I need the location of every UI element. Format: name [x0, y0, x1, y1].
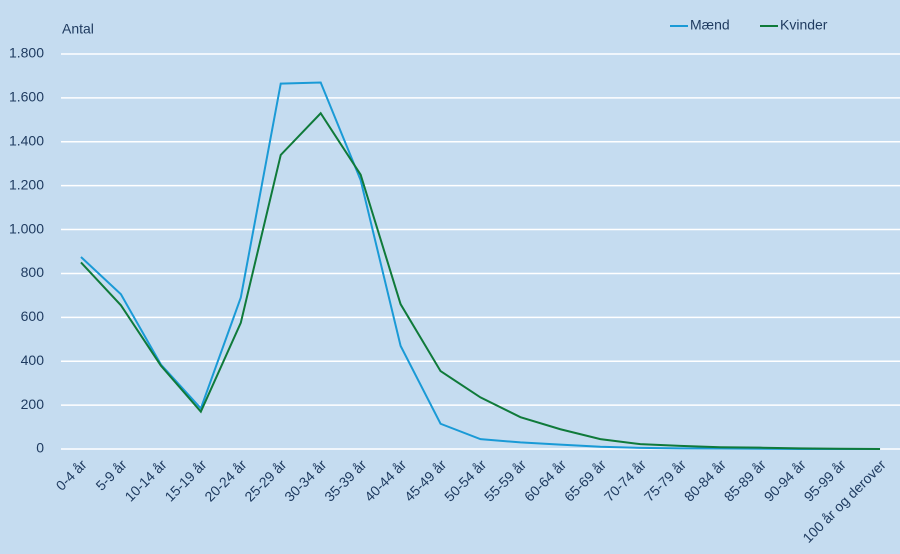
x-tick-label: 20-24 år: [201, 456, 249, 504]
x-tick-label: 25-29 år: [241, 456, 289, 504]
x-tick-label: 75-79 år: [641, 456, 689, 504]
x-tick-label: 55-59 år: [481, 456, 529, 504]
x-tick-label: 80-84 år: [681, 456, 729, 504]
x-tick-label: 50-54 år: [441, 456, 489, 504]
y-tick-label: 200: [21, 396, 45, 412]
x-tick-label: 90-94 år: [761, 456, 809, 504]
x-tick-label: 45-49 år: [401, 456, 449, 504]
x-tick-label: 70-74 år: [601, 456, 649, 504]
y-tick-label: 1.400: [9, 132, 44, 148]
x-tick-label: 30-34 år: [281, 456, 329, 504]
y-axis-label: Antal: [62, 21, 94, 37]
y-tick-label: 0: [36, 440, 44, 456]
y-tick-label: 400: [21, 352, 45, 368]
x-tick-label: 10-14 år: [121, 456, 169, 504]
x-tick-label: 0-4 år: [53, 456, 90, 493]
y-tick-label: 1.200: [9, 176, 44, 192]
legend-label: Mænd: [690, 17, 730, 33]
x-tick-label: 35-39 år: [321, 456, 369, 504]
x-tick-label: 65-69 år: [561, 456, 609, 504]
x-tick-label: 40-44 år: [361, 456, 409, 504]
x-tick-label: 15-19 år: [161, 456, 209, 504]
y-tick-label: 1.600: [9, 89, 44, 105]
x-tick-label: 5-9 år: [92, 456, 129, 493]
y-tick-label: 1.800: [9, 45, 44, 61]
x-tick-label: 85-89 år: [721, 456, 769, 504]
x-tick-label: 60-64 år: [521, 456, 569, 504]
legend-label: Kvinder: [780, 17, 828, 33]
line-series: [80, 81, 881, 450]
line-series: [80, 111, 881, 450]
y-tick-label: 600: [21, 308, 45, 324]
y-tick-label: 1.000: [9, 220, 44, 236]
y-tick-label: 800: [21, 264, 45, 280]
